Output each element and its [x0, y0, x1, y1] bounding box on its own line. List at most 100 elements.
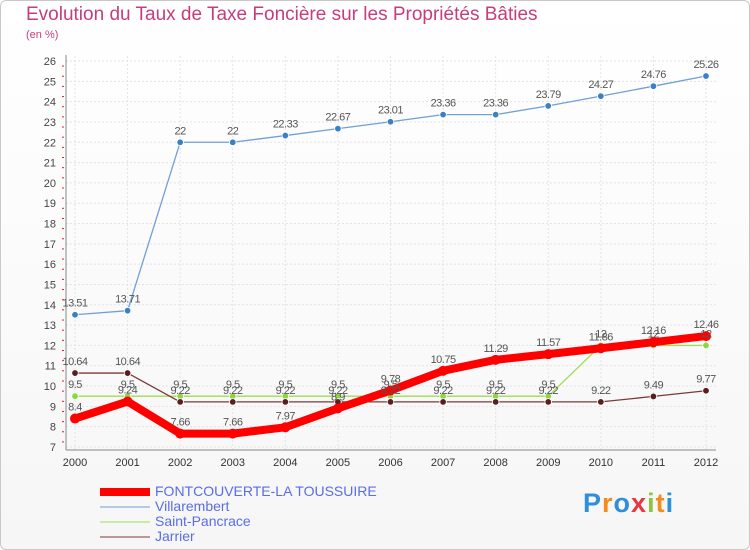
data-label: 9.5	[436, 379, 450, 391]
data-point	[439, 398, 447, 406]
legend-item-3[interactable]: Jarrier	[100, 529, 377, 544]
data-label: 23.36	[431, 98, 456, 110]
data-point	[648, 337, 659, 348]
y-tick-label: 14	[44, 300, 56, 312]
proxiti-logo: Proxiti	[583, 488, 674, 519]
y-tick-label: 24	[44, 97, 56, 109]
logo-letter: r	[602, 488, 614, 518]
data-point	[71, 369, 79, 377]
data-point	[386, 118, 395, 126]
data-point	[70, 413, 80, 424]
logo-letter: i	[665, 488, 675, 518]
data-point	[491, 110, 500, 119]
y-tick-label: 12	[44, 340, 56, 352]
legend: FONTCOUVERTE-LA TOUSSUIRE Villarembert S…	[100, 484, 377, 544]
data-label: 8.9	[331, 391, 345, 403]
y-tick-label: 23	[44, 117, 56, 129]
data-point	[281, 131, 290, 140]
data-label: 9.22	[591, 385, 611, 397]
legend-label-0: FONTCOUVERTE-LA TOUSSUIRE	[155, 483, 377, 499]
x-tick-label: 2007	[431, 457, 455, 469]
data-label: 12	[700, 328, 712, 340]
data-point	[280, 422, 291, 433]
data-label: 8.4	[68, 402, 82, 414]
data-label: 13.51	[62, 298, 87, 310]
data-point	[490, 354, 501, 365]
y-tick-label: 11	[45, 361, 56, 373]
y-tick-label: 15	[44, 279, 56, 291]
x-tick-label: 2004	[273, 457, 297, 469]
data-point	[701, 331, 711, 342]
y-tick-label: 17	[44, 239, 56, 251]
data-label: 10.64	[115, 356, 140, 368]
data-point	[597, 92, 605, 100]
data-point	[176, 138, 184, 146]
legend-item-1[interactable]: Villarembert	[100, 499, 377, 514]
x-tick-label: 2008	[483, 457, 507, 469]
data-label: 9.22	[381, 385, 401, 397]
data-label: 9.22	[539, 385, 559, 397]
data-point	[71, 392, 79, 400]
x-tick-label: 2010	[589, 457, 613, 469]
y-tick-label: 19	[44, 198, 56, 210]
data-label: 22.33	[273, 119, 298, 131]
logo-letter: o	[613, 488, 632, 518]
data-label: 9.5	[331, 379, 345, 391]
data-point	[439, 110, 447, 119]
data-point	[702, 341, 710, 350]
data-label: 9.5	[121, 379, 135, 391]
data-label: 9.22	[486, 385, 506, 397]
data-label: 11.57	[536, 337, 561, 349]
legend-swatch-3	[100, 536, 150, 537]
data-label: 9.22	[276, 385, 296, 397]
data-label: 25.26	[693, 59, 718, 71]
data-label: 12.16	[641, 325, 666, 337]
data-label: 9.78	[381, 374, 401, 386]
data-point	[702, 387, 710, 395]
data-label: 9.5	[384, 379, 398, 391]
data-label: 23.01	[378, 105, 403, 117]
data-label: 9.22	[223, 385, 243, 397]
data-point	[649, 82, 658, 90]
data-point	[176, 398, 184, 406]
data-label: 13.71	[115, 294, 140, 306]
logo-letter: i	[647, 488, 656, 518]
logo-letter: P	[583, 488, 603, 518]
data-label: 9.22	[328, 385, 348, 397]
data-label: 9.5	[173, 379, 187, 391]
x-tick-label: 2001	[115, 457, 139, 469]
data-label: 23.79	[536, 89, 561, 101]
data-point	[597, 398, 605, 406]
x-tick-label: 2002	[168, 457, 192, 469]
data-point	[332, 403, 343, 414]
data-label: 9.24	[118, 384, 138, 396]
y-tick-label: 25	[44, 76, 56, 88]
y-tick-label: 20	[44, 178, 56, 190]
legend-swatch-0	[100, 487, 150, 496]
x-tick-label: 2009	[536, 457, 560, 469]
logo-letter: x	[631, 488, 648, 518]
legend-item-0[interactable]: FONTCOUVERTE-LA TOUSSUIRE	[100, 484, 377, 499]
data-label: 24.27	[588, 79, 613, 91]
x-tick-label: 2003	[221, 457, 245, 469]
data-label: 22	[175, 125, 187, 137]
legend-swatch-1	[100, 506, 150, 507]
data-point	[175, 428, 186, 439]
data-point	[229, 138, 237, 146]
data-label: 12	[648, 328, 660, 340]
data-label: 9.5	[541, 379, 555, 391]
data-label: 12.46	[693, 319, 718, 331]
data-label: 10.64	[62, 356, 87, 368]
legend-item-2[interactable]: Saint-Pancrace	[100, 514, 377, 529]
data-point	[438, 365, 449, 376]
data-label: 11.86	[589, 331, 614, 343]
data-label: 7.66	[223, 417, 243, 429]
data-point	[544, 102, 552, 110]
y-tick-label: 22	[44, 137, 56, 149]
y-tick-label: 7	[50, 442, 56, 454]
data-point	[229, 398, 237, 406]
legend-label-2: Saint-Pancrace	[155, 513, 251, 529]
data-point	[71, 311, 79, 319]
x-tick-label: 2000	[63, 457, 87, 469]
